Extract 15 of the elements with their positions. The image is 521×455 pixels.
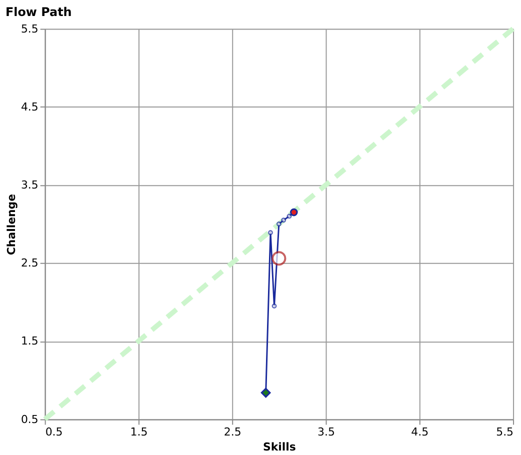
y-tick-label: 5.5 xyxy=(20,22,38,36)
y-tick-label: 2.5 xyxy=(20,256,38,270)
x-tick-label: 2.5 xyxy=(224,426,242,439)
y-tick-label: 4.5 xyxy=(20,100,38,114)
x-tick-label: 3.5 xyxy=(318,426,335,439)
y-tick-label: 1.5 xyxy=(20,334,38,348)
chart-title: Flow Path xyxy=(5,4,72,19)
x-tick-label: 5.5 xyxy=(496,426,514,439)
y-tick-label: 3.5 xyxy=(20,178,38,192)
x-tick-label: 1.5 xyxy=(130,426,148,439)
x-axis-title: Skills xyxy=(262,440,296,454)
x-tick-label: 4.5 xyxy=(411,426,429,439)
y-axis-title: Challenge xyxy=(4,194,18,256)
x-tick-label: 0.5 xyxy=(45,426,63,439)
y-tick-label: 0.5 xyxy=(20,412,38,426)
